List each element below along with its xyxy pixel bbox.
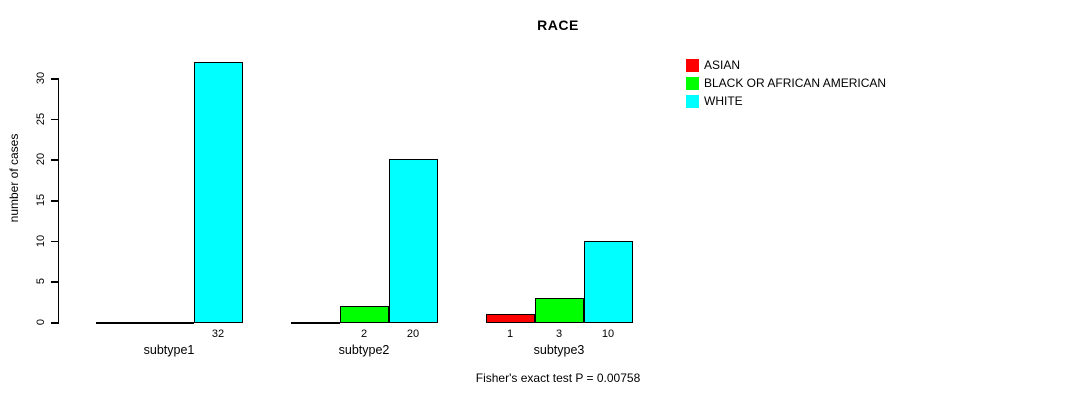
legend-label: WHITE: [704, 94, 743, 109]
bar-value-label: 1: [506, 328, 514, 340]
y-axis-tick: [50, 78, 59, 80]
y-axis-tick: [50, 118, 59, 121]
bar-asian-subtype2-zero: [290, 322, 340, 324]
category-label-subtype1: subtype1: [143, 343, 195, 357]
legend-item: BLACK OR AFRICAN AMERICAN: [686, 76, 886, 90]
y-axis-tick: [50, 322, 59, 324]
y-axis-tick: [50, 240, 59, 243]
bar-white-subtype3: [583, 240, 633, 324]
bar-black-subtype3: [534, 297, 584, 324]
legend-swatch-white: [686, 94, 699, 108]
footnote: Fisher's exact test P = 0.00758: [475, 371, 641, 385]
y-axis-label: number of cases: [7, 133, 21, 223]
bar-value-label: 20: [406, 328, 420, 340]
bar-black-subtype1-zero: [144, 322, 194, 324]
bar-asian-subtype3: [485, 313, 535, 324]
category-label-subtype3: subtype3: [533, 343, 585, 357]
bar-value-label: 2: [360, 328, 368, 340]
y-axis-tick-label: 25: [35, 112, 47, 125]
bar-value-label: 32: [211, 328, 225, 340]
category-label-subtype2: subtype2: [338, 343, 390, 357]
legend-label: BLACK OR AFRICAN AMERICAN: [704, 76, 887, 91]
bar-white-subtype1: [193, 61, 243, 324]
legend-label: ASIAN: [704, 58, 741, 72]
chart-title: RACE: [537, 17, 579, 33]
y-axis-tick-label: 10: [35, 234, 47, 247]
bar-value-label: 3: [555, 328, 563, 340]
bar-black-subtype2: [339, 305, 389, 324]
legend-swatch-asian: [686, 58, 699, 72]
y-axis-tick-label: 15: [35, 193, 47, 207]
legend-item: ASIAN: [686, 58, 740, 72]
y-axis-tick-label: 0: [35, 318, 47, 326]
y-axis-tick-label: 5: [35, 278, 47, 285]
y-axis-tick-label: 30: [35, 71, 47, 85]
bar-value-label: 10: [601, 328, 615, 340]
y-axis-tick: [50, 281, 59, 283]
bar-asian-subtype1-zero: [95, 322, 145, 324]
y-axis-tick: [50, 159, 59, 161]
y-axis-tick: [50, 200, 59, 202]
y-axis-tick-label: 20: [35, 153, 47, 166]
legend-item: WHITE: [686, 94, 743, 108]
bar-white-subtype2: [388, 159, 438, 324]
legend-swatch-black: [686, 76, 699, 90]
